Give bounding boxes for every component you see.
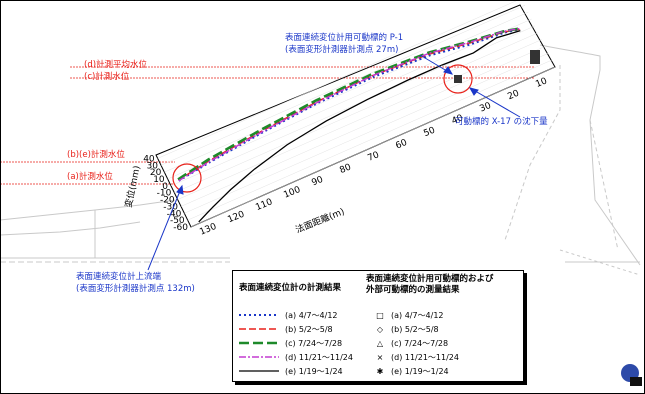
p1-annotation-title: 表面連続変位計用可動標的 P-1: [285, 33, 404, 43]
legend-label: (d) 11/21～11/24: [391, 352, 459, 362]
grid-lines: [157, 0, 556, 228]
y-tick-label: -30: [163, 202, 178, 212]
legend-label: (b) 5/2～5/8: [285, 324, 333, 334]
y-tick-label: 10: [153, 175, 165, 185]
upstream-annotation-sub: (表面変形計測器計測点 132m): [76, 284, 195, 294]
x-tick-labels: 130 120 110 100 90 80 70 60 50 40 30 20 10: [198, 76, 549, 237]
grid-line-y: [184, 53, 549, 214]
legend-label: (a) 4/7～4/12: [285, 310, 338, 320]
legend-title-left: 表面連続変位計の計測結果: [239, 283, 342, 293]
legend-symbol: □: [376, 310, 384, 320]
x-tick-label: 80: [338, 162, 353, 176]
y-tick-label: -50: [170, 216, 185, 226]
legend-swatch: [239, 328, 279, 330]
highlight-circle-upstream: [172, 163, 202, 193]
grid-line-y: [187, 59, 552, 221]
y-tick-label: -20: [160, 196, 175, 206]
y-tick-label: 40: [143, 154, 155, 164]
y-tick-label: 20: [150, 168, 162, 178]
legend-item-left: (e) 1/19～1/24: [239, 365, 343, 377]
highlight-circle-p1: [443, 64, 473, 94]
crest-marker: [530, 50, 540, 64]
legend-label: (c) 7/24～7/28: [391, 338, 449, 348]
upstream-annotation-title: 表面連続変位計上流端: [76, 272, 162, 282]
legend-item-right: ◇ (b) 5/2～5/8: [373, 323, 439, 335]
x-tick-label: 100: [282, 185, 302, 201]
label-a-level: (a)計測水位: [67, 172, 113, 182]
grid-line-y: [190, 66, 556, 228]
grid-line-y: [160, 5, 526, 166]
series-group: [177, 27, 521, 223]
x-tick-label: 60: [394, 138, 409, 152]
grid-line-y: [157, 0, 519, 159]
series-line: [178, 28, 520, 182]
legend-swatch: [239, 341, 279, 345]
x17-annotation: 可動標的 X-17 の沈下量: [455, 117, 548, 127]
x-tick-label: 90: [310, 175, 325, 189]
p1-target-marker: [454, 75, 462, 83]
series-line: [178, 28, 520, 181]
legend-swatch: [239, 314, 279, 316]
legend-item-right: △ (c) 7/24～7/28: [373, 337, 448, 349]
grid-line-y: [164, 11, 529, 173]
legend-title-right-1: 表面連続変位計用可動標的および: [366, 274, 494, 284]
label-c-level: (c)計測水位: [84, 72, 130, 82]
legend-title-right-2: 外部可動標的の測量結果: [366, 285, 460, 295]
legend-item-left: (c) 7/24～7/28: [239, 337, 342, 349]
legend-label: (e) 1/19～1/24: [285, 366, 343, 376]
legend: 表面連続変位計の計測結果 表面連続変位計用可動標的および 外部可動標的の測量結果…: [232, 270, 524, 382]
legend-item-right: ✱ (e) 1/19～1/24: [373, 365, 449, 377]
y-tick-label: -60: [173, 223, 188, 233]
corner-logo: [621, 364, 642, 386]
legend-symbol: ◇: [376, 324, 384, 334]
x-tick-label: 30: [478, 101, 493, 115]
y-tick-label: 0: [162, 182, 168, 192]
label-be-level: (b)(e)計測水位: [67, 150, 125, 160]
legend-symbol: △: [376, 338, 384, 348]
x-tick-label: 120: [226, 210, 246, 226]
legend-symbol: ✱: [376, 366, 384, 376]
label-d-mean-level: (d)計測平均水位: [84, 60, 148, 70]
y-tick-label: -40: [167, 209, 182, 219]
legend-swatch: [239, 370, 279, 372]
x-tick-label: 130: [198, 222, 218, 238]
x-axis-title: 法面距離(m): [294, 205, 347, 236]
legend-symbol: ×: [376, 352, 384, 362]
y-tick-label: 30: [147, 161, 159, 171]
p1-annotation-sub: (表面変形計測器計測点 27m): [285, 45, 399, 55]
y-axis-title: 変位(mm): [122, 164, 143, 208]
dam-schematic: [0, 44, 641, 276]
legend-item-right: × (d) 11/21～11/24: [373, 351, 459, 363]
series-line: [178, 27, 520, 182]
legend-label: (c) 7/24～7/28: [285, 338, 343, 348]
y-tick-label: -10: [157, 189, 172, 199]
grid-line-y: [167, 18, 532, 180]
x-tick-label: 10: [534, 76, 549, 90]
x-tick-label: 110: [254, 197, 274, 213]
x-tick-label: 40: [450, 113, 465, 127]
legend-item-right: □ (a) 4/7～4/12: [373, 309, 444, 321]
legend-label: (e) 1/19～1/24: [391, 366, 449, 376]
legend-item-left: (a) 4/7～4/12: [239, 309, 338, 321]
series-line: [198, 30, 521, 223]
legend-label: (d) 11/21～11/24: [285, 352, 353, 362]
legend-label: (b) 5/2～5/8: [391, 324, 439, 334]
x-tick-label: 20: [506, 89, 521, 103]
grid-line-y: [177, 39, 542, 200]
leader-arrows: [147, 54, 521, 271]
legend-label: (a) 4/7～4/12: [391, 310, 444, 320]
x-tick-label: 70: [366, 150, 381, 164]
x-tick-label: 50: [422, 126, 437, 140]
legend-item-left: (d) 11/21～11/24: [239, 351, 353, 363]
grid-line-y: [174, 32, 539, 193]
legend-swatch: [239, 356, 279, 358]
legend-item-left: (b) 5/2～5/8: [239, 323, 333, 335]
